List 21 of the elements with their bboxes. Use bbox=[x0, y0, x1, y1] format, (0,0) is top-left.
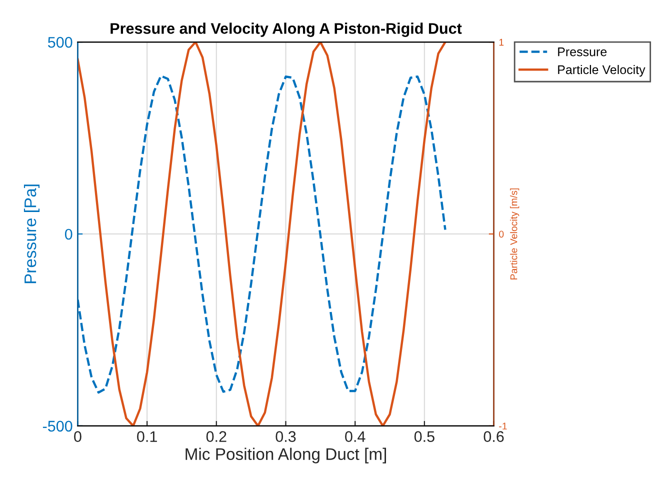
legend-label: Pressure bbox=[558, 48, 607, 56]
line-series bbox=[78, 42, 446, 426]
x-axis-title: Mic Position Along Duct [m] bbox=[186, 448, 386, 464]
y2-tick-label: 0 bbox=[499, 230, 504, 238]
line-series bbox=[78, 74, 446, 394]
x-tick-label: 0.2 bbox=[206, 431, 226, 442]
x-tick-label: 0.6 bbox=[484, 431, 504, 442]
legend-label: Particle Velocity bbox=[558, 64, 646, 77]
x-tick-label: 0.3 bbox=[276, 431, 296, 442]
chart-title: Pressure and Velocity Along A Piston-Rigid Duct bbox=[110, 22, 462, 37]
y-tick-label: 500 bbox=[48, 36, 72, 48]
x-tick-label: 0.4 bbox=[345, 431, 366, 442]
y-tick-label: 0 bbox=[64, 228, 72, 240]
x-tick-label: 0.5 bbox=[414, 431, 434, 442]
x-tick-label: 0 bbox=[74, 431, 82, 442]
y2-tick-label: -1 bbox=[499, 422, 507, 430]
x-tick-label: 0.1 bbox=[137, 431, 157, 442]
y-tick-label: -500 bbox=[42, 420, 72, 432]
y-axis-title: Pressure [Pa] bbox=[24, 184, 40, 284]
y2-axis-title: Particle Velocity [m/s] bbox=[510, 188, 520, 280]
y2-tick-label: 1 bbox=[499, 38, 504, 46]
